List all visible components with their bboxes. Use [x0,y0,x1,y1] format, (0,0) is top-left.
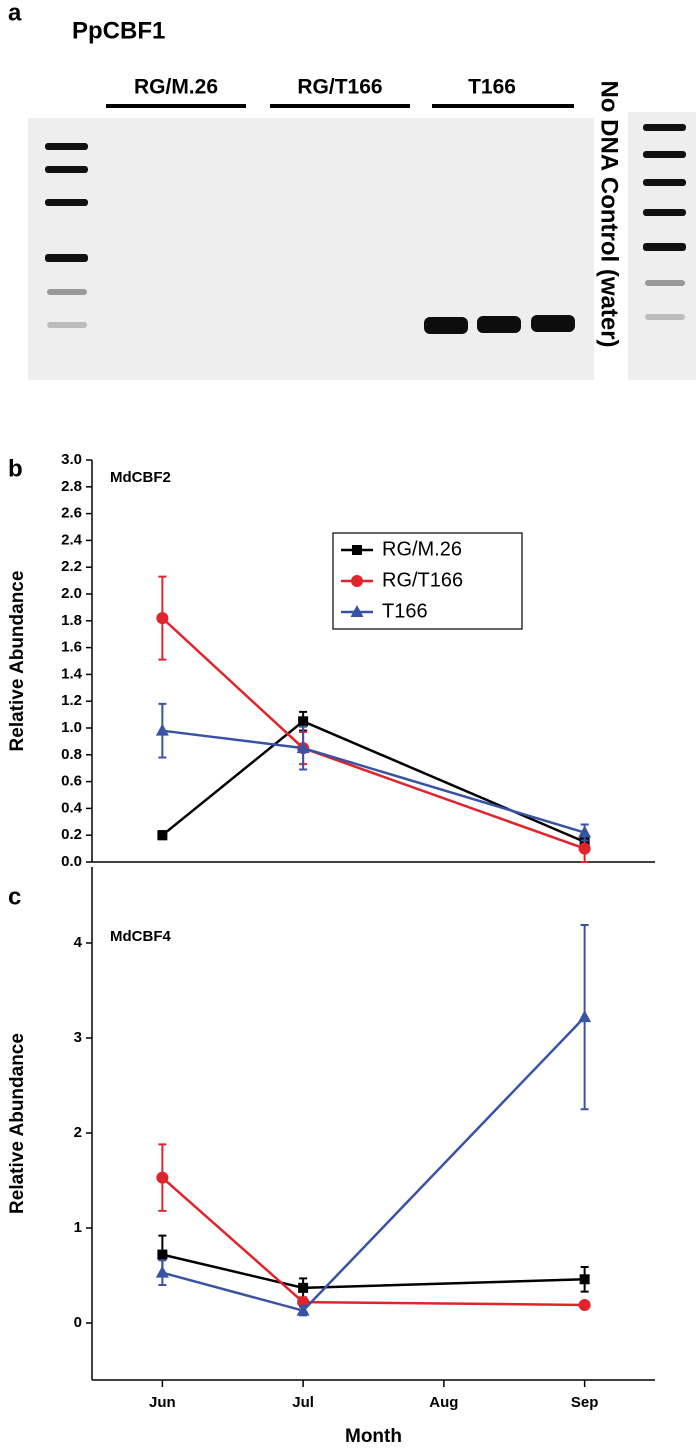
marker [352,545,362,555]
legend-label: RG/T166 [382,569,463,591]
marker [579,1274,590,1285]
control-label: No DNA Control (water) [596,80,623,347]
series-line [162,1016,586,1313]
panel-label: a [8,0,22,26]
y-tick-label: 0.2 [61,826,82,843]
y-tick-label: 3.0 [61,451,82,468]
y-axis-label: Relative Abundance [7,1033,28,1214]
y-axis-label: Relative Abundance [7,571,28,752]
y-tick-label: 1 [74,1219,82,1236]
y-tick-label: 0.0 [61,853,82,870]
chart-title: MdCBF4 [110,928,171,945]
y-tick-label: 2.8 [61,478,82,495]
legend-label: T166 [382,600,428,622]
x-tick-label: Aug [429,1394,458,1411]
lane-label: RG/T166 [297,76,382,99]
y-tick-label: 1.4 [61,665,83,682]
y-tick-label: 2.4 [61,531,83,548]
marker [296,1303,310,1316]
lane-label: RG/M.26 [134,76,218,99]
chart-title: MdCBF2 [110,469,171,486]
marker [296,741,310,754]
series-line [162,1253,585,1290]
gel-bands [424,315,575,334]
legend-label: RG/M.26 [382,538,462,560]
marker [578,825,592,838]
y-tick-label: 2.6 [61,505,82,522]
marker [157,830,168,841]
marker [155,1265,169,1278]
marker [578,1010,592,1023]
y-tick-label: 1.0 [61,719,82,736]
lane-label: T166 [468,76,516,99]
marker [155,723,169,736]
marker [156,1171,169,1184]
panel-label: b [8,455,23,482]
x-tick-label: Jun [149,1394,176,1411]
marker [156,612,169,625]
y-tick-label: 0.8 [61,746,82,763]
y-tick-label: 2.0 [61,585,82,602]
x-tick-label: Sep [571,1394,599,1411]
marker [298,716,309,727]
marker [578,1298,591,1311]
marker [350,605,364,617]
ladder [45,124,686,328]
gel-image [28,118,594,380]
marker [351,575,363,587]
y-tick-label: 1.2 [61,692,82,709]
y-tick-label: 2.2 [61,558,82,575]
y-tick-label: 1.8 [61,612,82,629]
x-tick-label: Jul [292,1394,314,1411]
gel-title: PpCBF1 [72,17,165,44]
panel-label: c [8,883,21,910]
y-tick-label: 1.6 [61,639,82,656]
y-tick-label: 0 [74,1314,82,1331]
y-tick-label: 2 [74,1124,82,1141]
marker [298,1282,309,1293]
x-axis-label: Month [345,1426,402,1447]
y-tick-label: 4 [74,934,83,951]
marker [157,1249,168,1260]
y-tick-label: 3 [74,1029,82,1046]
series-line [162,729,585,834]
y-tick-label: 0.4 [61,799,83,816]
y-tick-label: 0.6 [61,773,82,790]
marker [578,842,591,855]
